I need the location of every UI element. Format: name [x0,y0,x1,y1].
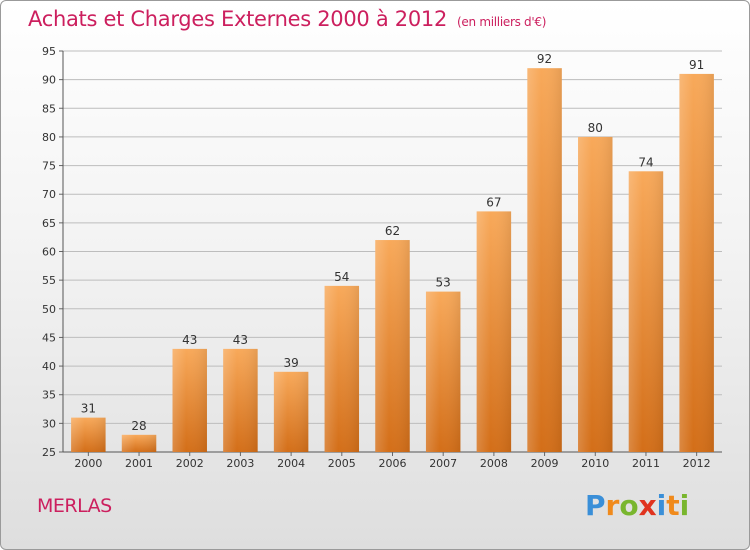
value-label-2011: 74 [638,155,653,169]
x-tick-label-2008: 2008 [480,457,508,470]
y-tick-label-55: 55 [42,274,56,287]
x-tick-label-2009: 2009 [531,457,559,470]
y-tick-label-80: 80 [42,131,56,144]
value-label-2007: 53 [436,276,451,290]
y-tick-label-85: 85 [42,102,56,115]
place-name: MERLAS [37,495,112,517]
value-label-2010: 80 [588,121,603,135]
bar-shine-2011 [628,171,664,453]
value-label-2008: 67 [486,195,501,209]
proxiti-logo: Proxiti [585,489,689,522]
bar-shine-2000 [71,417,106,452]
value-label-2001: 28 [131,419,146,433]
bar-shine-2006 [375,240,410,452]
y-tick-label-75: 75 [42,160,56,173]
bars-layer [71,68,714,453]
logo-letter-3: x [638,489,657,522]
logo-letter-6: i [679,489,690,522]
value-label-2000: 31 [81,402,96,416]
y-tick-label-90: 90 [42,74,56,87]
value-label-2004: 39 [283,356,298,370]
y-tick-label-45: 45 [42,331,56,344]
bar-shine-2008 [476,211,512,452]
y-tick-label-50: 50 [42,303,56,316]
value-label-2012: 91 [689,58,704,72]
x-tick-label-2003: 2003 [226,457,254,470]
value-label-2002: 43 [182,333,197,347]
y-tick-label-35: 35 [42,389,56,402]
y-tick-label-95: 95 [42,45,56,58]
logo-letter-4: i [656,489,667,522]
x-tick-label-2005: 2005 [328,457,356,470]
x-tick-label-2006: 2006 [379,457,407,470]
x-tick-label-2002: 2002 [176,457,204,470]
value-label-2003: 43 [233,333,248,347]
y-tick-label-65: 65 [42,217,56,230]
x-tick-label-2010: 2010 [581,457,609,470]
bar-shine-2004 [273,371,309,452]
value-label-2009: 92 [537,52,552,66]
bar-shine-2002 [172,348,207,452]
logo-letter-0: P [585,489,606,522]
x-tick-label-2000: 2000 [74,457,102,470]
title-text: Achats et Charges Externes 2000 à 2012 [28,7,448,31]
bar-shine-2007 [425,291,461,452]
y-tick-label-60: 60 [42,246,56,259]
bar-shine-2010 [578,136,613,452]
logo-letter-2: o [619,489,639,522]
bar-shine-2009 [527,68,562,452]
x-tick-label-2011: 2011 [632,457,660,470]
logo-letter-5: t [666,489,680,522]
labels-layer: 31 2000 28 2001 43 2002 43 2003 39 2004 54 2005 62 20… [74,52,710,470]
unit-label: (en milliers d'€) [457,15,547,29]
x-tick-label-2012: 2012 [683,457,711,470]
bar-shine-2003 [223,348,258,452]
y-tick-label-70: 70 [42,188,56,201]
bar-shine-2001 [121,434,157,452]
x-tick-label-2001: 2001 [125,457,153,470]
y-tick-label-30: 30 [42,417,56,430]
bar-shine-2005 [324,285,360,452]
y-tick-label-25: 25 [42,446,56,459]
x-tick-label-2004: 2004 [277,457,305,470]
x-tick-label-2007: 2007 [429,457,457,470]
bar-shine-2012 [679,73,714,453]
y-tick-label-40: 40 [42,360,56,373]
value-label-2005: 54 [334,270,349,284]
chart-title: Achats et Charges Externes 2000 à 2012 (e… [28,7,546,31]
value-label-2006: 62 [385,224,400,238]
logo-letter-1: r [605,489,620,522]
